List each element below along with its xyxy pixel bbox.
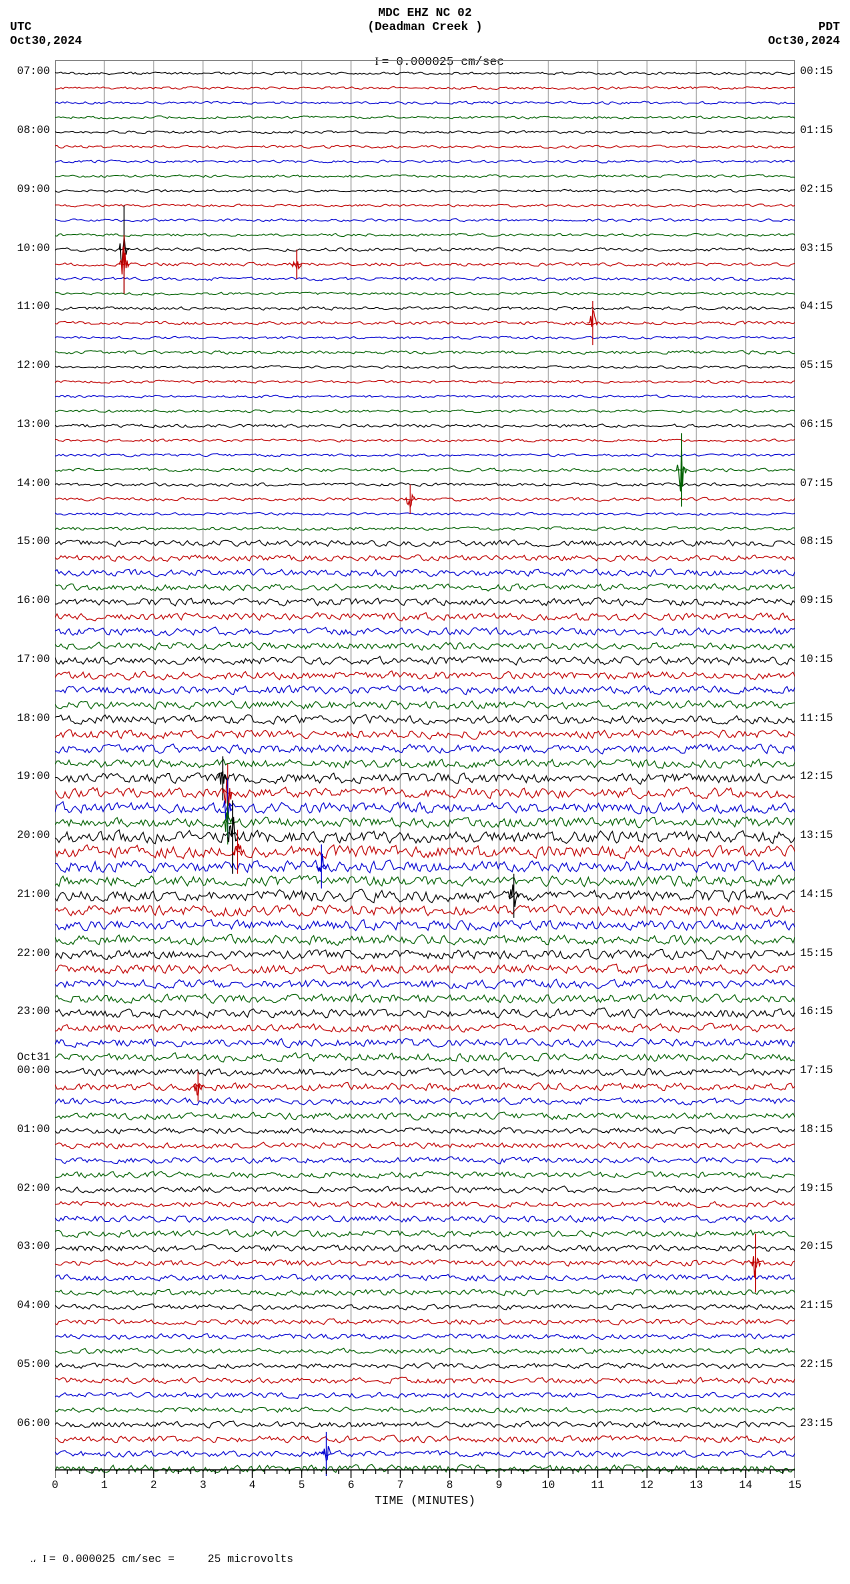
utc-hour-label: 08:00	[17, 125, 50, 137]
utc-hour-label: 12:00	[17, 360, 50, 372]
pdt-hour-label: 13:15	[800, 830, 833, 842]
x-tick-label: 11	[591, 1480, 604, 1492]
pdt-hour-label: 18:15	[800, 1124, 833, 1136]
utc-hour-label: 16:00	[17, 595, 50, 607]
pdt-hour-label: 15:15	[800, 948, 833, 960]
utc-hour-label: 06:00	[17, 1418, 50, 1430]
x-tick-label: 2	[150, 1480, 157, 1492]
pdt-hour-label: 11:15	[800, 713, 833, 725]
x-tick-label: 4	[249, 1480, 256, 1492]
x-tick-label: 6	[348, 1480, 355, 1492]
utc-hour-label: 22:00	[17, 948, 50, 960]
x-tick-label: 8	[446, 1480, 453, 1492]
utc-hour-label: 17:00	[17, 654, 50, 666]
station-title: MDC EHZ NC 02	[378, 6, 472, 20]
x-tick-label: 12	[640, 1480, 653, 1492]
x-tick-label: 1	[101, 1480, 108, 1492]
x-tick-label: 3	[200, 1480, 207, 1492]
pdt-hour-label: 00:15	[800, 66, 833, 78]
x-tick-label: 7	[397, 1480, 404, 1492]
pdt-hour-label: 08:15	[800, 536, 833, 548]
x-tick-label: 10	[542, 1480, 555, 1492]
utc-hour-label: 10:00	[17, 243, 50, 255]
x-tick-label: 15	[788, 1480, 801, 1492]
x-tick-label: 5	[298, 1480, 305, 1492]
utc-hour-label: 14:00	[17, 478, 50, 490]
utc-hour-label: 15:00	[17, 536, 50, 548]
utc-label: UTC	[10, 20, 32, 34]
location-title: (Deadman Creek )	[367, 20, 482, 34]
pdt-hour-label: 21:15	[800, 1300, 833, 1312]
utc-hour-label: 01:00	[17, 1124, 50, 1136]
utc-hour-label: 19:00	[17, 771, 50, 783]
seismogram-plot: 07:0000:1508:0001:1509:0002:1510:0003:15…	[55, 60, 795, 1510]
x-axis-title: TIME (MINUTES)	[375, 1494, 476, 1508]
utc-hour-label: 03:00	[17, 1241, 50, 1253]
pdt-hour-label: 07:15	[800, 478, 833, 490]
utc-hour-label: 09:00	[17, 184, 50, 196]
pdt-hour-label: 04:15	[800, 301, 833, 313]
pdt-hour-label: 01:15	[800, 125, 833, 137]
pdt-hour-label: 12:15	[800, 771, 833, 783]
utc-hour-label: 23:00	[17, 1006, 50, 1018]
pdt-hour-label: 20:15	[800, 1241, 833, 1253]
pdt-hour-label: 22:15	[800, 1359, 833, 1371]
pdt-hour-label: 17:15	[800, 1065, 833, 1077]
utc-hour-label: 20:00	[17, 830, 50, 842]
pdt-hour-label: 23:15	[800, 1418, 833, 1430]
utc-hour-label: 07:00	[17, 66, 50, 78]
date-change-label: Oct31	[17, 1052, 50, 1064]
x-tick-label: 0	[52, 1480, 59, 1492]
utc-hour-label: 18:00	[17, 713, 50, 725]
pdt-label: PDT	[818, 20, 840, 34]
footer-scale: .، I = 0.000025 cm/sec = 25 microvolts	[4, 1541, 293, 1578]
x-tick-label: 14	[739, 1480, 752, 1492]
utc-hour-label: 21:00	[17, 889, 50, 901]
pdt-hour-label: 16:15	[800, 1006, 833, 1018]
x-tick-label: 13	[690, 1480, 703, 1492]
pdt-hour-label: 02:15	[800, 184, 833, 196]
utc-hour-label: 00:00	[17, 1065, 50, 1077]
pdt-hour-label: 14:15	[800, 889, 833, 901]
pdt-hour-label: 09:15	[800, 595, 833, 607]
pdt-hour-label: 10:15	[800, 654, 833, 666]
x-tick-label: 9	[496, 1480, 503, 1492]
utc-hour-label: 05:00	[17, 1359, 50, 1371]
pdt-hour-label: 03:15	[800, 243, 833, 255]
pdt-hour-label: 05:15	[800, 360, 833, 372]
pdt-hour-label: 19:15	[800, 1183, 833, 1195]
utc-date: Oct30,2024	[10, 34, 82, 48]
utc-hour-label: 02:00	[17, 1183, 50, 1195]
utc-hour-label: 04:00	[17, 1300, 50, 1312]
utc-hour-label: 13:00	[17, 419, 50, 431]
pdt-hour-label: 06:15	[800, 419, 833, 431]
pdt-date: Oct30,2024	[768, 34, 840, 48]
utc-hour-label: 11:00	[17, 301, 50, 313]
